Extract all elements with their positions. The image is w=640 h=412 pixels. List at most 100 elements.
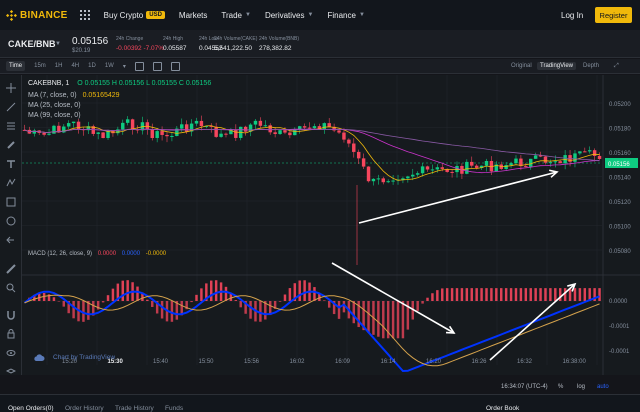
timeframe-15m[interactable]: 15m bbox=[34, 63, 46, 69]
stat-label: 24h Volume(BNB) bbox=[259, 36, 300, 42]
log-scale-button[interactable]: log bbox=[577, 384, 586, 390]
candle-body bbox=[352, 143, 356, 152]
candle-body bbox=[52, 125, 56, 134]
timeframe-4h[interactable]: 4H bbox=[71, 63, 80, 69]
timeframe-time[interactable]: Time bbox=[6, 61, 26, 71]
last-price: 0.05156 bbox=[72, 36, 109, 47]
price-axis-label: 0.05080 bbox=[609, 249, 631, 255]
eye-icon[interactable] bbox=[6, 348, 16, 358]
caret-down-icon[interactable]: ▼ bbox=[55, 41, 61, 47]
tab-order-history[interactable]: Order History bbox=[65, 405, 104, 412]
candle-body bbox=[578, 151, 582, 154]
apps-grid-icon[interactable] bbox=[79, 10, 90, 20]
indicators-icon[interactable] bbox=[134, 61, 144, 71]
order-book-title[interactable]: Order Book bbox=[486, 405, 520, 412]
price-chart[interactable]: 0.05200 0.05180 0.05160 0.05140 0.05120 0.051… bbox=[22, 75, 640, 375]
candle-body bbox=[268, 125, 272, 133]
candle-body bbox=[425, 166, 430, 170]
view-depth[interactable]: Depth bbox=[583, 63, 600, 69]
crosshair-icon[interactable] bbox=[6, 83, 16, 93]
login-link[interactable]: Log In bbox=[561, 11, 584, 20]
pattern-icon[interactable] bbox=[6, 178, 16, 188]
candle-body bbox=[361, 158, 366, 167]
expand-icon[interactable]: ⤢ bbox=[614, 63, 619, 69]
back-arrow-icon[interactable] bbox=[6, 235, 16, 245]
candle-body bbox=[229, 129, 233, 135]
view-tradingview[interactable]: TradingView bbox=[537, 62, 577, 70]
stat-label: 24h Change bbox=[116, 36, 144, 42]
candle-body bbox=[445, 168, 449, 172]
zoom-icon[interactable] bbox=[6, 283, 16, 293]
trend-line-icon[interactable] bbox=[6, 102, 16, 112]
timeframe-1h[interactable]: 1H bbox=[54, 63, 63, 69]
binance-logo[interactable]: BINANCE bbox=[6, 9, 68, 21]
candle-body bbox=[592, 150, 597, 156]
settings-icon[interactable] bbox=[152, 61, 162, 71]
auto-scale-button[interactable]: auto bbox=[597, 384, 609, 390]
candle-body bbox=[401, 178, 405, 180]
candle-body bbox=[224, 133, 228, 135]
candle-body bbox=[234, 129, 238, 138]
candle-body bbox=[165, 134, 169, 137]
percent-scale-button[interactable]: % bbox=[558, 384, 564, 390]
nav-derivatives[interactable]: Derivatives ▼ bbox=[265, 11, 314, 20]
view-original[interactable]: Original bbox=[511, 63, 532, 69]
lock-icon[interactable] bbox=[6, 329, 16, 339]
ruler-icon[interactable] bbox=[6, 264, 16, 274]
last-price-usd: $20.19 bbox=[72, 48, 91, 54]
magnet-icon[interactable] bbox=[6, 310, 16, 320]
candle-body bbox=[62, 126, 66, 133]
candle-body bbox=[406, 176, 410, 179]
candle-body bbox=[587, 150, 592, 152]
nav-trade[interactable]: Trade ▼ bbox=[221, 11, 251, 20]
time-axis-label: 15:40 bbox=[153, 359, 169, 365]
annotation-arrow-down bbox=[331, 262, 455, 334]
fullscreen-icon[interactable] bbox=[170, 61, 180, 71]
candle-body bbox=[130, 119, 135, 130]
candle-body bbox=[597, 155, 602, 159]
nav-finance[interactable]: Finance ▼ bbox=[327, 11, 364, 20]
candle-body bbox=[440, 167, 444, 169]
annotation-arrow-up-head bbox=[549, 169, 559, 178]
timeframe-1d[interactable]: 1D bbox=[88, 63, 96, 69]
candle-body bbox=[356, 151, 361, 159]
caret-down-icon[interactable]: ▾ bbox=[122, 63, 126, 70]
price-axis-label: 0.05200 bbox=[609, 102, 631, 108]
brush-icon[interactable] bbox=[6, 140, 16, 150]
candle-body bbox=[209, 125, 213, 127]
candle-body bbox=[170, 135, 174, 137]
chart-toolbar: Time 15m 1H 4H 1D 1W ▾ Original TradingV… bbox=[0, 59, 640, 74]
legend-ma99-label: MA (99, close, 0) bbox=[28, 112, 81, 119]
signal-line bbox=[24, 294, 600, 367]
text-icon[interactable] bbox=[6, 159, 16, 169]
macd-line bbox=[23, 290, 600, 373]
pair-selector[interactable]: CAKE/BNB bbox=[8, 39, 56, 49]
stat-24h-volume-cake: 24h Volume(CAKE) 5,541,222.50 bbox=[214, 36, 257, 52]
stat-label: 24h Low bbox=[199, 36, 218, 42]
candle-body bbox=[573, 153, 577, 162]
candle-body bbox=[548, 162, 553, 164]
legend-macd-signal: -0.0000 bbox=[145, 251, 167, 257]
prediction-icon[interactable] bbox=[6, 197, 16, 207]
candle-body bbox=[415, 173, 420, 175]
time-axis-label: 16:32 bbox=[517, 359, 533, 365]
candle-body bbox=[278, 130, 282, 134]
tab-funds[interactable]: Funds bbox=[165, 405, 184, 412]
tradingview-badge[interactable]: Chart by TradingView bbox=[33, 353, 115, 362]
stat-value: 0.05587 bbox=[163, 45, 187, 52]
tab-open-orders[interactable]: Open Orders(0) bbox=[8, 405, 54, 412]
nav-buy-crypto[interactable]: Buy Crypto USD bbox=[104, 11, 165, 20]
candle-body bbox=[543, 156, 548, 163]
timeframe-1w[interactable]: 1W bbox=[104, 63, 114, 69]
tab-trade-history[interactable]: Trade History bbox=[115, 405, 154, 412]
fib-icon[interactable] bbox=[6, 121, 16, 131]
layers-icon[interactable] bbox=[6, 367, 16, 377]
shapes-icon[interactable] bbox=[6, 216, 16, 226]
candle-body bbox=[474, 165, 479, 168]
candle-body bbox=[248, 124, 253, 132]
logo-text: BINANCE bbox=[20, 9, 68, 21]
register-button[interactable]: Register bbox=[595, 7, 632, 23]
candle-body bbox=[145, 122, 150, 129]
candle-body bbox=[293, 129, 297, 136]
nav-markets[interactable]: Markets bbox=[179, 11, 207, 20]
